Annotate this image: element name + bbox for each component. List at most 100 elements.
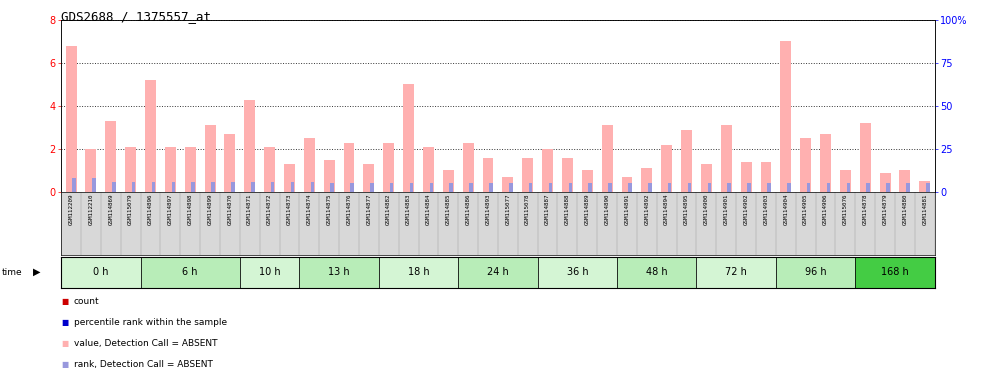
Bar (855, 257, 935, 288)
Text: GSM114903: GSM114903 (763, 194, 768, 225)
Bar (628, 184, 632, 192)
Text: GSM114873: GSM114873 (287, 194, 292, 225)
Bar (389, 184, 393, 192)
Text: GSM114899: GSM114899 (207, 194, 213, 225)
Text: GSM114871: GSM114871 (247, 194, 252, 225)
Text: GSM114900: GSM114900 (704, 194, 709, 225)
Text: 24 h: 24 h (487, 267, 509, 277)
Text: GSM114869: GSM114869 (108, 194, 113, 225)
Bar (264, 147, 275, 192)
Text: GSM115079: GSM115079 (128, 194, 133, 225)
Bar (211, 182, 215, 192)
Text: value, Detection Call = ABSENT: value, Detection Call = ABSENT (74, 339, 218, 348)
Bar (608, 184, 612, 192)
Bar (271, 182, 274, 192)
Text: GSM114877: GSM114877 (367, 194, 372, 225)
Text: GSM114884: GSM114884 (426, 194, 431, 225)
Bar (231, 182, 235, 192)
Bar (184, 147, 195, 192)
Text: 10 h: 10 h (258, 267, 280, 277)
Bar (549, 184, 552, 192)
Text: GSM114897: GSM114897 (168, 194, 173, 225)
Bar (145, 80, 156, 192)
Text: GSM114885: GSM114885 (446, 194, 451, 225)
Text: GSM114878: GSM114878 (863, 194, 868, 225)
Text: 6 h: 6 h (182, 267, 198, 277)
Bar (860, 123, 871, 192)
Text: GSM114875: GSM114875 (326, 194, 331, 225)
Text: GSM114902: GSM114902 (743, 194, 748, 225)
Bar (847, 184, 850, 192)
Text: GSM114883: GSM114883 (406, 194, 411, 225)
Text: GSM114898: GSM114898 (187, 194, 192, 225)
Text: GSM114891: GSM114891 (624, 194, 629, 225)
Bar (688, 184, 691, 192)
Text: GSM114881: GSM114881 (922, 194, 927, 225)
Text: ■: ■ (61, 339, 68, 348)
Bar (165, 147, 176, 192)
Text: GSM114895: GSM114895 (684, 194, 689, 225)
Text: GDS2688 / 1375557_at: GDS2688 / 1375557_at (61, 10, 211, 23)
Bar (86, 149, 97, 192)
Bar (582, 170, 593, 192)
Text: GSM115077: GSM115077 (506, 194, 511, 225)
Bar (482, 157, 493, 192)
Bar (648, 184, 652, 192)
Bar (780, 41, 792, 192)
Text: GSM114905: GSM114905 (804, 194, 809, 225)
Text: GSM114872: GSM114872 (267, 194, 272, 225)
Text: GSM114874: GSM114874 (307, 194, 312, 225)
Bar (641, 168, 653, 192)
Bar (886, 184, 889, 192)
Bar (542, 149, 553, 192)
Bar (537, 257, 617, 288)
Bar (364, 164, 375, 192)
Bar (767, 184, 771, 192)
Bar (696, 257, 776, 288)
Text: GSM114882: GSM114882 (387, 194, 391, 225)
Bar (458, 257, 537, 288)
Bar (489, 184, 493, 192)
Bar (152, 182, 155, 192)
Text: GSM114889: GSM114889 (585, 194, 590, 225)
Bar (919, 181, 930, 192)
Text: 48 h: 48 h (646, 267, 668, 277)
Bar (450, 184, 453, 192)
Bar (621, 177, 632, 192)
Bar (330, 184, 334, 192)
Bar (141, 257, 240, 288)
Bar (72, 178, 76, 192)
Text: GSM114904: GSM114904 (783, 194, 789, 225)
Text: GSM112209: GSM112209 (69, 194, 74, 225)
Bar (899, 170, 910, 192)
Bar (410, 184, 413, 192)
Bar (225, 134, 236, 192)
Bar (304, 138, 315, 192)
Text: 0 h: 0 h (93, 267, 108, 277)
Bar (379, 257, 458, 288)
Text: rank, Detection Call = ABSENT: rank, Detection Call = ABSENT (74, 360, 213, 369)
Bar (528, 184, 532, 192)
Bar (300, 257, 379, 288)
Bar (240, 257, 300, 288)
Text: GSM115078: GSM115078 (526, 194, 530, 225)
Bar (430, 184, 433, 192)
Text: count: count (74, 297, 100, 306)
Bar (343, 142, 355, 192)
Bar (251, 182, 254, 192)
Bar (245, 99, 255, 192)
Bar (801, 138, 811, 192)
Text: GSM114880: GSM114880 (902, 194, 907, 225)
Bar (61, 257, 141, 288)
Bar (323, 160, 334, 192)
Bar (191, 182, 195, 192)
Bar (112, 182, 115, 192)
Bar (132, 182, 135, 192)
Bar (617, 257, 696, 288)
Text: 18 h: 18 h (407, 267, 429, 277)
Bar (747, 184, 751, 192)
Bar (776, 257, 855, 288)
Text: GSM114892: GSM114892 (644, 194, 650, 225)
Bar (708, 184, 711, 192)
Text: GSM114893: GSM114893 (485, 194, 490, 225)
